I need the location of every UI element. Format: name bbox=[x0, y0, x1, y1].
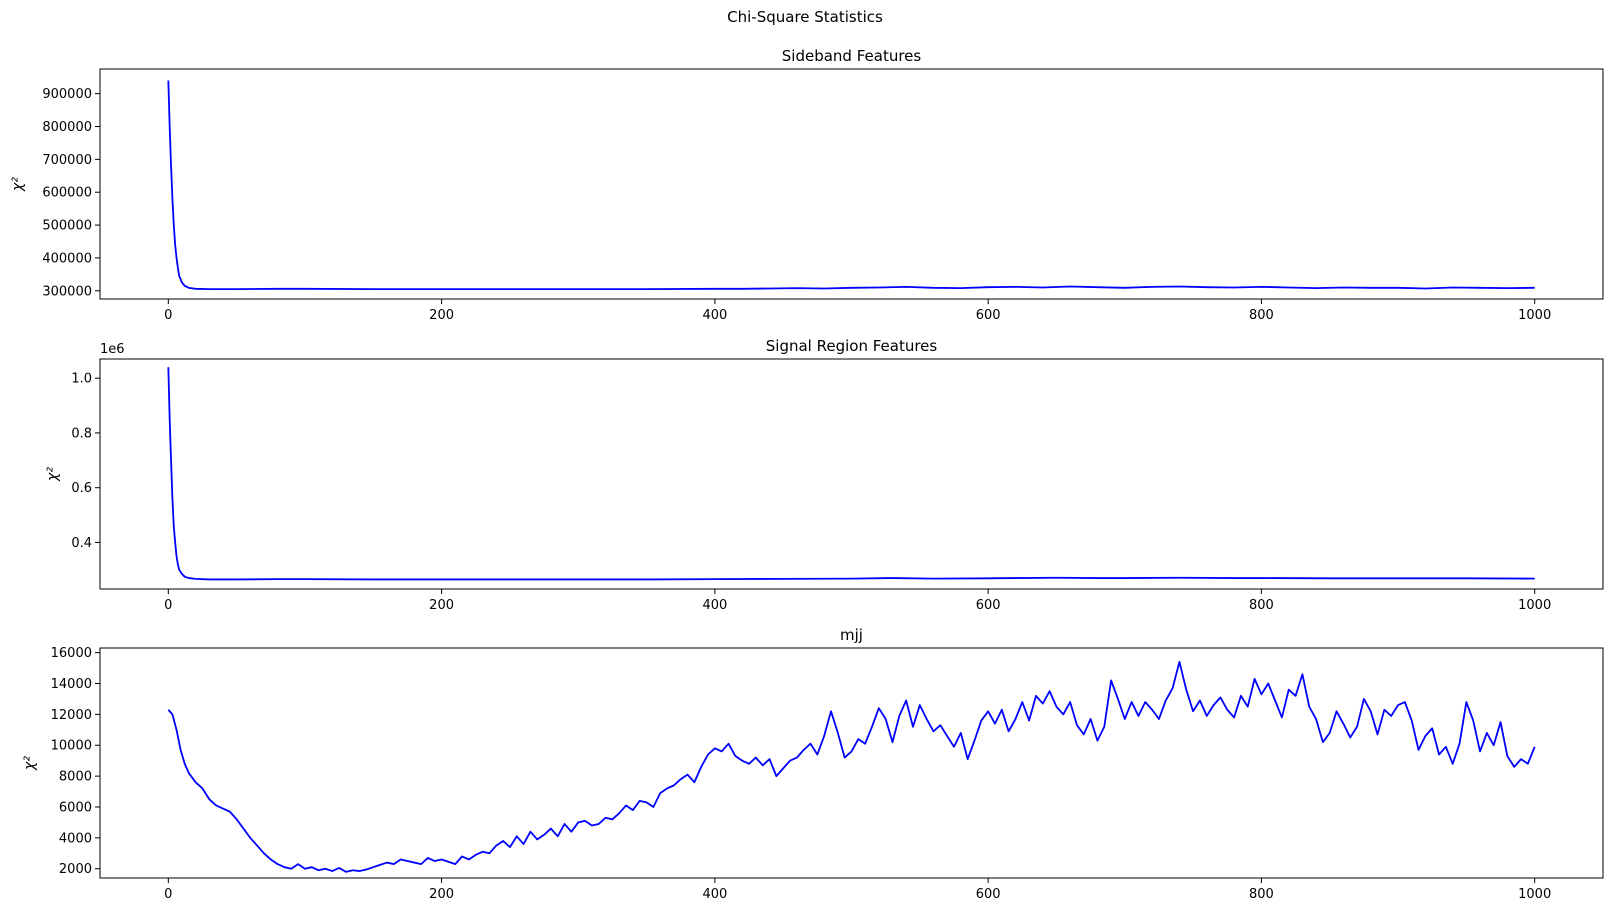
panel-2-axes-frame bbox=[99, 358, 1604, 590]
panel-1-ytick-label: 300000 bbox=[42, 284, 92, 299]
panel-2-xtick-label: 1000 bbox=[1518, 598, 1551, 613]
panel-1-title: Sideband Features bbox=[782, 47, 922, 65]
panel-3-xtick-label: 0 bbox=[164, 887, 172, 902]
panel-1-xtick-label: 1000 bbox=[1518, 308, 1551, 323]
figure-suptitle: Chi-Square Statistics bbox=[727, 8, 883, 26]
panel-1-ytick-label: 800000 bbox=[42, 120, 92, 135]
panel-1-ytick-label: 900000 bbox=[42, 87, 92, 102]
panel-3-ytick-label: 10000 bbox=[51, 739, 92, 754]
panel-1-xtick-label: 600 bbox=[976, 308, 1001, 323]
panel-3-xtick-label: 400 bbox=[702, 887, 727, 902]
panel-3-ytick-label: 8000 bbox=[59, 770, 92, 785]
panel-1-ytick-label: 400000 bbox=[42, 251, 92, 266]
panel-1-xtick-label: 0 bbox=[164, 308, 172, 323]
panel-2-ytick-label: 0.6 bbox=[71, 481, 92, 496]
panel-2-ytick-label: 0.8 bbox=[71, 426, 92, 441]
panel-2-title: Signal Region Features bbox=[766, 337, 938, 355]
panel-3-ytick-label: 2000 bbox=[59, 862, 92, 877]
panel-3-ytick-label: 6000 bbox=[59, 800, 92, 815]
panel-1-series-line bbox=[167, 80, 1535, 291]
panel-2-xtick-label: 0 bbox=[164, 598, 172, 613]
subplots: Sideband Features 0 200 400 600 800 1000 300000… bbox=[10, 47, 1604, 902]
panel-3-ylabel: χ² bbox=[22, 756, 38, 771]
panel-2-xtick-label: 400 bbox=[702, 598, 727, 613]
panel-3-ytick-label: 12000 bbox=[51, 708, 92, 723]
panel-3-ytick-label: 16000 bbox=[51, 646, 92, 661]
panel-2-ytick-label: 1.0 bbox=[71, 372, 92, 387]
panel-1-ytick-label: 700000 bbox=[42, 153, 92, 168]
panel-2-xtick-label: 800 bbox=[1249, 598, 1274, 613]
panel-2-ytick-label: 0.4 bbox=[71, 536, 92, 551]
panel-3-xtick-label: 600 bbox=[976, 887, 1001, 902]
panel-2-offset-label: 1e6 bbox=[100, 342, 125, 357]
panel-1-ytick-label: 600000 bbox=[42, 186, 92, 201]
panel-3-xtick-label: 1000 bbox=[1518, 887, 1551, 902]
panel-1-ytick-label: 500000 bbox=[42, 219, 92, 234]
panel-1: Sideband Features 0 200 400 600 800 1000 300000… bbox=[10, 47, 1604, 323]
panel-3-ytick-label: 4000 bbox=[59, 831, 92, 846]
panel-2-xtick-label: 600 bbox=[976, 598, 1001, 613]
panel-1-axes-frame bbox=[99, 68, 1604, 300]
panel-2-xtick-label: 200 bbox=[429, 598, 454, 613]
panel-1-xtick-label: 800 bbox=[1249, 308, 1274, 323]
panel-1-xtick-label: 400 bbox=[702, 308, 727, 323]
panel-2-ylabel: χ² bbox=[45, 467, 61, 482]
panel-3: mjj 0 200 400 600 800 1000 2000 4000 6000 8000 1000… bbox=[22, 626, 1604, 902]
panel-2-series-line bbox=[167, 367, 1535, 581]
panel-3-axes-frame bbox=[99, 647, 1604, 879]
panel-1-xtick-label: 200 bbox=[429, 308, 454, 323]
panel-1-ylabel: χ² bbox=[10, 177, 26, 192]
panel-3-title: mjj bbox=[840, 626, 863, 644]
panel-2: Signal Region Features 0 200 400 600 800 1000 0… bbox=[45, 337, 1604, 613]
panel-3-xtick-label: 200 bbox=[429, 887, 454, 902]
panel-3-ytick-label: 14000 bbox=[51, 677, 92, 692]
panel-3-series-line bbox=[167, 660, 1536, 873]
panel-3-xtick-label: 800 bbox=[1249, 887, 1274, 902]
